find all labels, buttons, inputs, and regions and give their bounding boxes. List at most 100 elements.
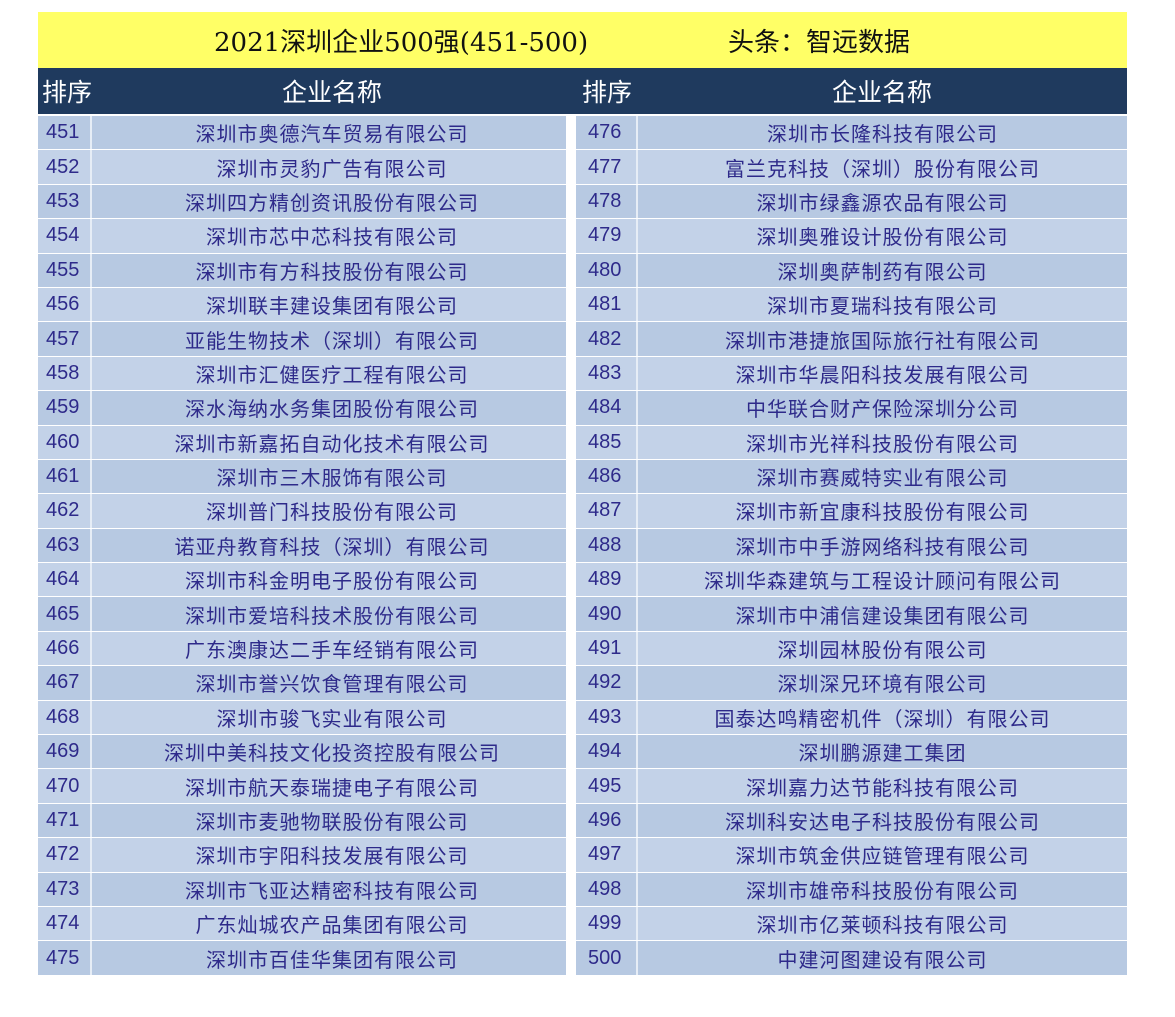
table-row: 498 深圳市雄帝科技股份有限公司 bbox=[576, 872, 1127, 907]
company-name-cell: 深圳奥萨制药有限公司 bbox=[777, 259, 988, 284]
company-name-cell: 深圳市新宜康科技股份有限公司 bbox=[735, 500, 1030, 525]
company-name-cell: 深圳市港捷旅国际旅行社有限公司 bbox=[725, 328, 1040, 353]
company-name-cell: 深圳市筑金供应链管理有限公司 bbox=[735, 844, 1030, 869]
table-row: 491 深圳园林股份有限公司 bbox=[576, 631, 1127, 667]
rank-cell: 484 bbox=[576, 391, 638, 425]
company-name-cell: 富兰克科技（深圳）股份有限公司 bbox=[725, 156, 1040, 181]
company-name-cell: 深圳市中手游网络科技有限公司 bbox=[735, 534, 1030, 559]
rank-cell: 475 bbox=[38, 941, 92, 975]
rank-cell: 500 bbox=[576, 941, 638, 975]
company-name-cell: 深圳鹏源建工集团 bbox=[798, 741, 967, 766]
rank-cell: 498 bbox=[576, 872, 638, 906]
rank-cell: 463 bbox=[38, 528, 92, 563]
table-row: 473 深圳市飞亚达精密科技有限公司 bbox=[38, 872, 572, 907]
company-name-cell: 深圳市有方科技股份有限公司 bbox=[195, 259, 469, 284]
rank-cell: 469 bbox=[38, 735, 92, 769]
table-row: 476 深圳市长隆科技有限公司 bbox=[576, 116, 1127, 151]
table-row: 469 深圳中美科技文化投资控股有限公司 bbox=[38, 735, 572, 770]
ranking-sheet: 2021深圳企业500强(451-500) 头条：智远数据 排序 企业名称 排序… bbox=[38, 12, 1127, 1000]
table-row: 487 深圳市新宜康科技股份有限公司 bbox=[576, 494, 1127, 529]
rank-cell: 457 bbox=[38, 322, 92, 356]
rank-cell: 464 bbox=[38, 563, 92, 597]
header-name-left: 企业名称 bbox=[282, 78, 383, 107]
table-row: 462 深圳普门科技股份有限公司 bbox=[38, 494, 572, 529]
rank-cell: 488 bbox=[576, 528, 638, 563]
rank-cell: 476 bbox=[576, 116, 638, 150]
table-row: 468 深圳市骏飞实业有限公司 bbox=[38, 700, 572, 736]
company-name-cell: 深圳奥雅设计股份有限公司 bbox=[756, 225, 1009, 250]
table-row: 460 深圳市新嘉拓自动化技术有限公司 bbox=[38, 425, 572, 460]
table-row: 459 深水海纳水务集团股份有限公司 bbox=[38, 391, 572, 426]
rank-cell: 451 bbox=[38, 116, 92, 150]
table-row: 455 深圳市有方科技股份有限公司 bbox=[38, 253, 572, 288]
column-header-row: 排序 企业名称 排序 企业名称 bbox=[38, 68, 1127, 114]
rank-cell: 460 bbox=[38, 425, 92, 459]
rank-cell: 470 bbox=[38, 769, 92, 803]
table-row: 495 深圳嘉力达节能科技有限公司 bbox=[576, 769, 1127, 804]
table-row: 461 深圳市三木服饰有限公司 bbox=[38, 459, 572, 495]
rank-cell: 487 bbox=[576, 494, 638, 528]
company-name-cell: 中华联合财产保险深圳分公司 bbox=[746, 397, 1019, 422]
company-name-cell: 深圳市长隆科技有限公司 bbox=[767, 122, 998, 147]
company-name-cell: 深水海纳水务集团股份有限公司 bbox=[185, 397, 479, 422]
table-row: 499 深圳市亿莱顿科技有限公司 bbox=[576, 906, 1127, 942]
company-name-cell: 国泰达鸣精密机件（深圳）有限公司 bbox=[714, 706, 1051, 731]
rank-cell: 471 bbox=[38, 803, 92, 838]
rank-cell: 473 bbox=[38, 872, 92, 906]
rank-cell: 477 bbox=[576, 150, 638, 184]
rank-cell: 455 bbox=[38, 253, 92, 287]
rank-cell: 483 bbox=[576, 356, 638, 391]
company-name-cell: 深圳市灵豹广告有限公司 bbox=[216, 156, 448, 181]
table-row: 478 深圳市绿鑫源农品有限公司 bbox=[576, 184, 1127, 220]
rank-cell: 497 bbox=[576, 838, 638, 872]
company-name-cell: 深圳市百佳华集团有限公司 bbox=[206, 947, 458, 972]
table-row: 500 中建河图建设有限公司 bbox=[576, 941, 1127, 976]
source-label: 头条：智远数据 bbox=[728, 27, 911, 58]
right-table: 476 深圳市长隆科技有限公司 477 富兰克科技（深圳）股份有限公司 478 深圳市绿鑫… bbox=[576, 116, 1127, 976]
table-row: 458 深圳市汇健医疗工程有限公司 bbox=[38, 356, 572, 392]
table-row: 490 深圳市中浦信建设集团有限公司 bbox=[576, 597, 1127, 632]
rank-cell: 453 bbox=[38, 184, 92, 219]
rank-cell: 491 bbox=[576, 631, 638, 666]
table-row: 492 深圳深兄环境有限公司 bbox=[576, 666, 1127, 701]
company-name-cell: 深圳市光祥科技股份有限公司 bbox=[746, 431, 1019, 456]
rank-cell: 456 bbox=[38, 287, 92, 322]
company-name-cell: 深圳联丰建设集团有限公司 bbox=[206, 294, 458, 319]
table-row: 485 深圳市光祥科技股份有限公司 bbox=[576, 425, 1127, 460]
company-name-cell: 深圳深兄环境有限公司 bbox=[777, 672, 988, 697]
header-rank-right: 排序 bbox=[582, 78, 633, 107]
title-bar: 2021深圳企业500强(451-500) 头条：智远数据 bbox=[38, 12, 1127, 68]
company-name-cell: 深圳华森建筑与工程设计顾问有限公司 bbox=[704, 569, 1061, 594]
rank-cell: 482 bbox=[576, 322, 638, 356]
rank-cell: 461 bbox=[38, 459, 92, 494]
company-name-cell: 诺亚舟教育科技（深圳）有限公司 bbox=[174, 534, 490, 559]
company-name-cell: 深圳科安达电子科技股份有限公司 bbox=[725, 810, 1040, 834]
rank-cell: 489 bbox=[576, 563, 638, 597]
table-row: 479 深圳奥雅设计股份有限公司 bbox=[576, 219, 1127, 254]
company-name-cell: 深圳中美科技文化投资控股有限公司 bbox=[164, 741, 500, 766]
company-name-cell: 深圳普门科技股份有限公司 bbox=[206, 500, 458, 525]
table-row: 475 深圳市百佳华集团有限公司 bbox=[38, 941, 572, 976]
company-name-cell: 深圳市亿莱顿科技有限公司 bbox=[756, 913, 1009, 938]
table-row: 466 广东澳康达二手车经销有限公司 bbox=[38, 631, 572, 667]
table-row: 483 深圳市华晨阳科技发展有限公司 bbox=[576, 356, 1127, 392]
rank-cell: 452 bbox=[38, 150, 92, 184]
rank-cell: 472 bbox=[38, 838, 92, 872]
table-row: 464 深圳市科金明电子股份有限公司 bbox=[38, 563, 572, 598]
ranking-tables: 451 深圳市奥德汽车贸易有限公司 452 深圳市灵豹广告有限公司 453 深圳四方精创资… bbox=[38, 114, 1127, 1000]
company-name-cell: 广东澳康达二手车经销有限公司 bbox=[185, 638, 479, 663]
company-name-cell: 深圳市赛威特实业有限公司 bbox=[756, 466, 1009, 491]
header-name-right: 企业名称 bbox=[832, 78, 933, 107]
rank-cell: 495 bbox=[576, 769, 638, 803]
table-row: 452 深圳市灵豹广告有限公司 bbox=[38, 150, 572, 185]
table-row: 493 国泰达鸣精密机件（深圳）有限公司 bbox=[576, 700, 1127, 736]
rank-cell: 493 bbox=[576, 700, 638, 735]
rank-cell: 494 bbox=[576, 735, 638, 769]
table-row: 465 深圳市爱培科技术股份有限公司 bbox=[38, 597, 572, 632]
rank-cell: 458 bbox=[38, 356, 92, 391]
left-table: 451 深圳市奥德汽车贸易有限公司 452 深圳市灵豹广告有限公司 453 深圳四方精创资… bbox=[38, 116, 572, 976]
table-row: 470 深圳市航天泰瑞捷电子有限公司 bbox=[38, 769, 572, 804]
company-name-cell: 深圳市三木服饰有限公司 bbox=[216, 466, 448, 491]
table-row: 489 深圳华森建筑与工程设计顾问有限公司 bbox=[576, 563, 1127, 598]
table-row: 474 广东灿城农产品集团有限公司 bbox=[38, 906, 572, 942]
